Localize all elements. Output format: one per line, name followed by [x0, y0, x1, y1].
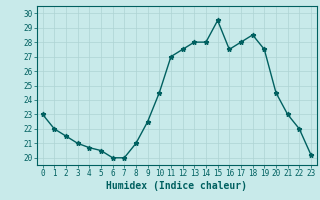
X-axis label: Humidex (Indice chaleur): Humidex (Indice chaleur) [106, 181, 247, 191]
